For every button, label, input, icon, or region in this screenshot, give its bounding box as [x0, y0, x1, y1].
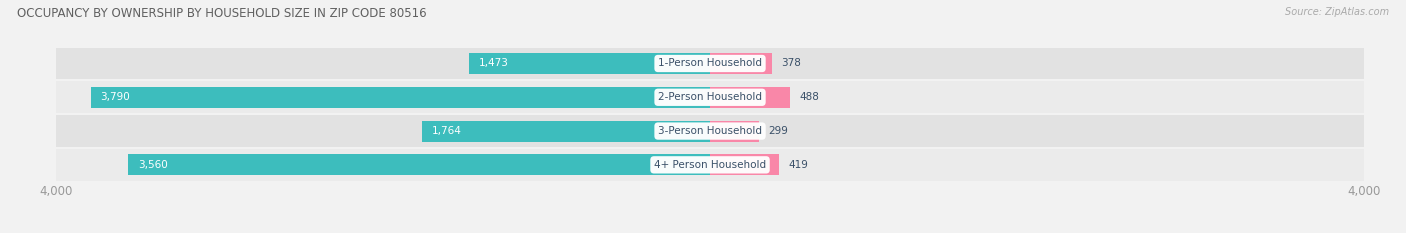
Bar: [470, 53, 710, 74]
Bar: [710, 53, 772, 74]
Text: 1-Person Household: 1-Person Household: [658, 58, 762, 69]
Text: 3,560: 3,560: [138, 160, 167, 170]
Text: 488: 488: [800, 92, 820, 102]
Text: Source: ZipAtlas.com: Source: ZipAtlas.com: [1285, 7, 1389, 17]
Bar: [56, 115, 1364, 147]
Bar: [710, 87, 790, 108]
Text: 3,790: 3,790: [100, 92, 131, 102]
Bar: [90, 87, 710, 108]
Text: 378: 378: [782, 58, 801, 69]
Bar: [56, 149, 1364, 181]
Text: 2-Person Household: 2-Person Household: [658, 92, 762, 102]
Text: 3-Person Household: 3-Person Household: [658, 126, 762, 136]
Bar: [710, 121, 759, 141]
Bar: [422, 121, 710, 141]
Text: 299: 299: [769, 126, 789, 136]
Text: 1,473: 1,473: [479, 58, 509, 69]
Bar: [56, 48, 1364, 79]
Bar: [710, 154, 779, 175]
Bar: [128, 154, 710, 175]
Text: 4+ Person Household: 4+ Person Household: [654, 160, 766, 170]
Bar: [56, 81, 1364, 113]
Text: 419: 419: [789, 160, 808, 170]
Text: 1,764: 1,764: [432, 126, 461, 136]
Text: OCCUPANCY BY OWNERSHIP BY HOUSEHOLD SIZE IN ZIP CODE 80516: OCCUPANCY BY OWNERSHIP BY HOUSEHOLD SIZE…: [17, 7, 426, 20]
